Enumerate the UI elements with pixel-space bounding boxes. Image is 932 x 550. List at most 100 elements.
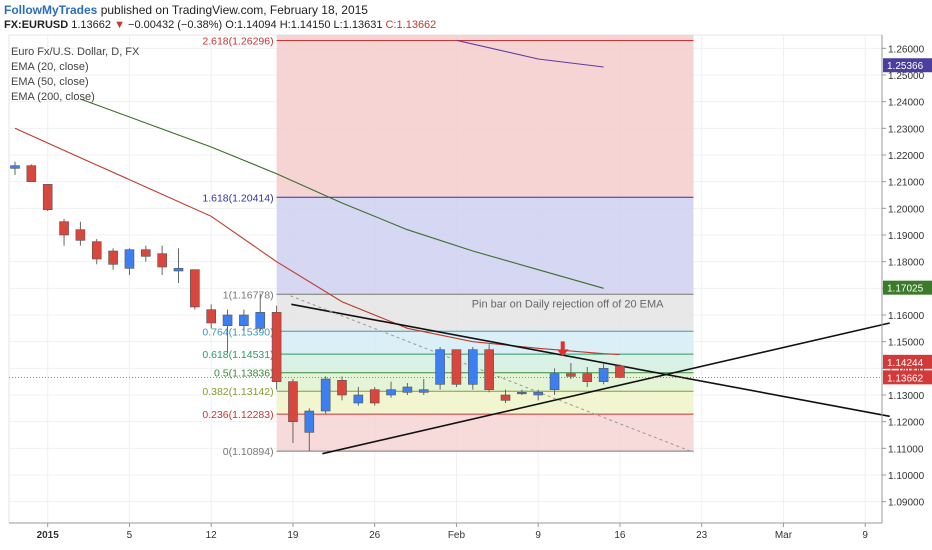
candle-body (26, 165, 37, 182)
candle-body (320, 378, 331, 412)
fib-band (276, 197, 694, 295)
low-value: L:1.13631 (333, 19, 383, 31)
fib-level-label: 0.764(1.15390) (202, 326, 273, 338)
candle-body (206, 309, 216, 324)
fib-band (276, 414, 694, 452)
candles (10, 161, 625, 452)
legend: Euro Fx/U.S. Dollar, D, FX EMA (20, close… (11, 46, 140, 103)
price-tick-label: 1.10000 (888, 471, 925, 482)
candle-body (239, 314, 249, 326)
time-tick-label: 16 (614, 530, 626, 541)
price-tick-label: 1.24000 (888, 98, 925, 109)
candle-body (91, 241, 102, 260)
candle-body (402, 386, 413, 393)
annotation-text: Pin bar on Daily rejection off of 20 EMA (472, 299, 664, 311)
legend-item: EMA (200, close) (11, 91, 95, 103)
price-label-bg (883, 370, 932, 385)
candle-body (157, 253, 167, 268)
candle-body (369, 389, 380, 404)
time-tick-label: 9 (535, 530, 541, 541)
time-tick-label: Feb (448, 530, 466, 541)
fib-level-label: 0(1.10894) (223, 446, 274, 458)
axes: 1.26000 1.25000 1.24000 1.23000 1.22000 1.210… (9, 35, 932, 541)
change-down-icon: ▼ (114, 19, 125, 31)
high-value: H:1.14150 (279, 19, 331, 31)
trendline[interactable] (322, 322, 890, 455)
price-tick-label: 1.11000 (888, 444, 924, 455)
fib-level-label: 2.618(1.26296) (202, 35, 273, 47)
fib-level-label: 0.236(1.12283) (202, 409, 273, 421)
price-tick-label: 1.20000 (888, 204, 925, 215)
fib-band (276, 294, 694, 332)
price-change: −0.00432 (−0.38%) (128, 19, 223, 31)
price-label: 1.14244 (887, 358, 924, 369)
time-tick-label: 26 (369, 530, 381, 541)
ema200-line (456, 39, 604, 68)
fib-level-label: 1.618(1.20414) (202, 192, 273, 204)
candle-body (288, 381, 298, 422)
candle-body (418, 389, 429, 393)
price-tick-label: 1.19000 (888, 231, 925, 242)
candle-body (615, 365, 625, 378)
annotations: Pin bar on Daily rejection off of 20 EMA (9, 299, 882, 378)
dashed-trendline[interactable] (284, 293, 694, 453)
publish-info: published on TradingView.com, February 1… (100, 3, 368, 17)
fib-band (276, 391, 694, 415)
candle-body (582, 373, 593, 382)
price-tick-label: 1.22000 (888, 151, 925, 162)
candle-body (190, 269, 200, 308)
fib-level-label: 1(1.16778) (223, 289, 274, 301)
price-label: 1.13662 (887, 373, 924, 384)
ohlc-header: FX:EURUSD 1.13662 ▼ −0.00432 (−0.38%) O:… (4, 19, 436, 31)
candle-body (222, 314, 233, 326)
price-tick-label: 1.09000 (888, 498, 925, 509)
publish-header: FollowMyTrades published on TradingView.… (4, 3, 368, 17)
down-arrow-icon (556, 341, 569, 357)
time-tick-label: Mar (775, 530, 793, 541)
price-tick-label: 1.18000 (888, 258, 925, 269)
price-tick-label: 1.26000 (888, 44, 925, 55)
close-value: C:1.13662 (385, 19, 437, 31)
brand-link[interactable]: FollowMyTrades (4, 3, 98, 17)
price-label-bg (883, 354, 932, 369)
price-tick-label: 1.12000 (888, 418, 925, 429)
time-tick-label: 9 (862, 530, 868, 541)
price-tick-label: 1.14000 (888, 364, 925, 375)
candle-body (353, 394, 364, 404)
time-tick-label: 19 (287, 530, 299, 541)
candle-body (255, 312, 266, 329)
ema50-line (80, 98, 604, 289)
legend-item: EMA (50, close) (11, 76, 89, 88)
candle-body (386, 389, 396, 396)
candle-body (500, 394, 511, 401)
fib-band (276, 40, 694, 198)
trendlines[interactable] (284, 293, 890, 455)
open-value: O:1.14094 (225, 19, 277, 31)
price-tick-label: 1.23000 (888, 124, 925, 135)
last-price: 1.13662 (71, 19, 111, 31)
candle-body (42, 184, 53, 210)
candle-body (598, 368, 609, 382)
fib-level-label: 0.382(1.13142) (202, 386, 273, 398)
candle-body (337, 380, 347, 396)
time-tick-label: 2015 (37, 530, 60, 541)
time-tick-label: 23 (696, 530, 708, 541)
price-label: 1.25366 (887, 61, 924, 72)
fibonacci-extension[interactable]: 2.618(1.26296) 1.618(1.20414) 1(1.16778) 0.… (202, 35, 694, 458)
trendline[interactable] (291, 303, 890, 418)
fib-band (276, 35, 694, 41)
price-tick-label: 1.21000 (888, 178, 925, 189)
fib-level-label: 0.618(1.14531) (202, 349, 273, 361)
candle-body (517, 392, 527, 395)
price-tick-label: 1.16000 (888, 311, 925, 322)
candle-body (173, 268, 184, 272)
symbol-label: FX:EURUSD (4, 19, 69, 31)
candle-body (141, 249, 151, 257)
candle-body (484, 349, 494, 390)
candle-body (533, 392, 544, 396)
price-label-bg (883, 280, 932, 295)
price-tick-label: 1.25000 (888, 71, 925, 82)
candle-body (108, 250, 118, 265)
fib-level-label: 0.5(1.13836) (214, 368, 274, 380)
